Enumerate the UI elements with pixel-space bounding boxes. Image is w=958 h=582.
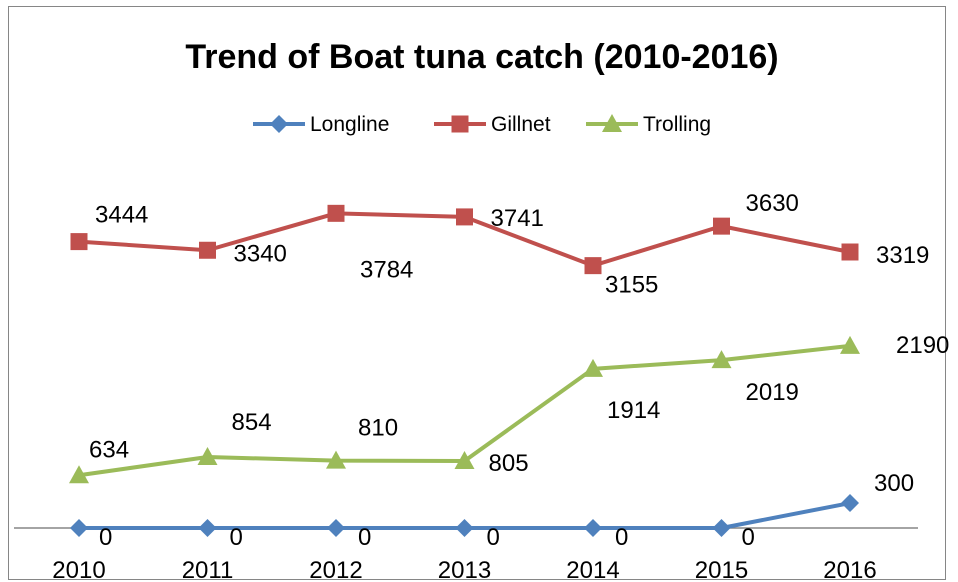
- chart-frame: [8, 6, 946, 580]
- data-label-trolling-2013: 805: [489, 450, 529, 477]
- legend-label-trolling: Trolling: [643, 113, 711, 136]
- marker-gillnet-2010: [70, 233, 88, 251]
- marker-trolling-2014: [583, 358, 603, 377]
- legend-label-longline: Longline: [310, 113, 389, 136]
- marker-gillnet-2013: [456, 208, 473, 226]
- marker-gillnet-2016: [841, 243, 859, 261]
- data-label-trolling-2015: 2019: [746, 379, 799, 406]
- marker-longline-2010: [70, 519, 88, 537]
- data-label-gillnet-2016: 3319: [876, 242, 929, 269]
- marker-trolling-2011: [197, 446, 218, 465]
- data-label-gillnet-2011: 3340: [234, 240, 287, 267]
- data-label-longline-2016: 300: [874, 470, 914, 497]
- data-label-trolling-2016: 2190: [896, 332, 949, 359]
- x-tick-label-2010: 2010: [52, 557, 105, 582]
- marker-longline-2012: [327, 519, 345, 537]
- marker-longline-2013: [455, 519, 474, 537]
- series-markers: [69, 204, 860, 537]
- marker-gillnet-2015: [713, 217, 730, 235]
- data-label-trolling-2011: 854: [232, 409, 272, 436]
- data-label-trolling-2012: 810: [358, 415, 398, 442]
- x-tick-label-2012: 2012: [309, 557, 362, 582]
- data-label-longline-2010: 0: [99, 524, 112, 551]
- legend-marker-longline: [270, 115, 288, 133]
- data-label-trolling-2010: 634: [89, 436, 129, 463]
- data-label-gillnet-2012: 3784: [360, 256, 413, 283]
- data-label-longline-2012: 0: [358, 524, 371, 551]
- marker-gillnet-2014: [584, 257, 602, 275]
- data-label-longline-2015: 0: [742, 524, 755, 551]
- x-tick-label-2013: 2013: [438, 557, 491, 582]
- legend: Longline Gillnet Trolling: [253, 113, 711, 136]
- x-tick-label-2016: 2016: [823, 557, 876, 582]
- data-label-gillnet-2010: 3444: [95, 202, 148, 229]
- marker-trolling-2012: [326, 450, 346, 469]
- data-label-longline-2013: 0: [487, 524, 500, 551]
- data-label-gillnet-2014: 3155: [605, 272, 658, 299]
- marker-trolling-2013: [454, 451, 475, 470]
- marker-longline-2014: [584, 519, 602, 537]
- chart-title: Trend of Boat tuna catch (2010-2016): [185, 38, 778, 76]
- legend-marker-gillnet: [451, 115, 469, 133]
- series-lines: [78, 211, 851, 530]
- legend-label-gillnet: Gillnet: [491, 113, 551, 136]
- x-tick-label-2014: 2014: [566, 557, 619, 582]
- x-axis-tick-labels: 2010 2011 2012 2013 2014 2015 2016: [52, 557, 876, 582]
- marker-longline-2011: [198, 519, 217, 537]
- marker-longline-2015: [712, 519, 731, 537]
- marker-longline-2016: [841, 494, 859, 513]
- marker-trolling-2015: [711, 350, 732, 369]
- data-label-longline-2014: 0: [615, 524, 628, 551]
- marker-trolling-2010: [69, 465, 89, 484]
- legend-marker-trolling: [602, 114, 622, 132]
- data-label-longline-2011: 0: [230, 524, 243, 551]
- data-label-gillnet-2015: 3630: [746, 190, 799, 217]
- marker-trolling-2016: [840, 335, 860, 354]
- data-label-trolling-2014: 1914: [607, 397, 660, 424]
- data-label-gillnet-2013: 3741: [491, 205, 544, 232]
- x-tick-label-2011: 2011: [182, 557, 234, 582]
- marker-gillnet-2011: [199, 241, 216, 259]
- marker-gillnet-2012: [327, 204, 345, 222]
- x-tick-label-2015: 2015: [695, 557, 748, 582]
- data-labels: 0 0 0 0 0 0 300 3444 3340 3784 3741 3155 3630 3319 634…: [89, 190, 949, 551]
